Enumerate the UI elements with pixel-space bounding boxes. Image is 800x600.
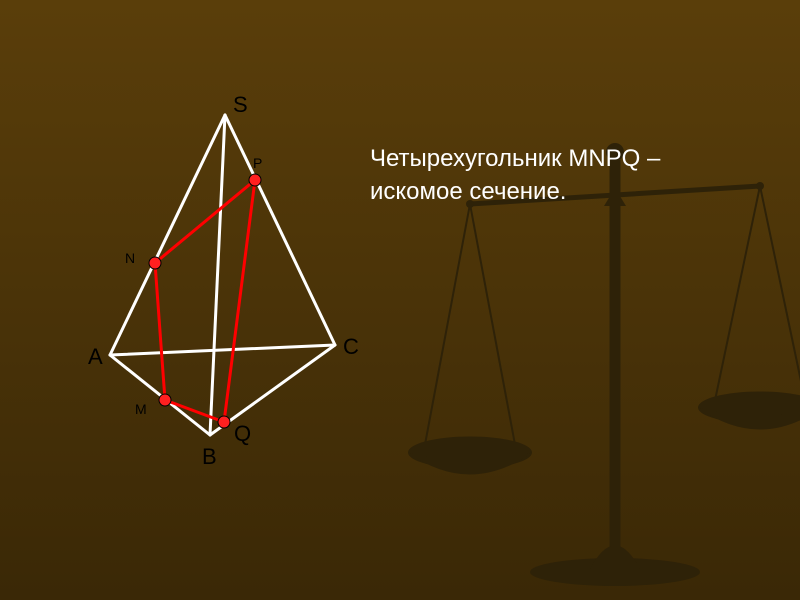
vertex-label-C: C [343, 334, 359, 360]
vertex-label-A: A [88, 344, 103, 370]
vertex-label-M: M [135, 401, 147, 417]
vertex-label-S: S [233, 92, 248, 118]
vertex-label-P: P [253, 155, 262, 171]
vertex-label-N: N [125, 250, 135, 266]
tetrahedron-diagram [0, 0, 800, 600]
vertex-label-Q: Q [234, 421, 251, 447]
vertex-label-B: B [202, 444, 217, 470]
